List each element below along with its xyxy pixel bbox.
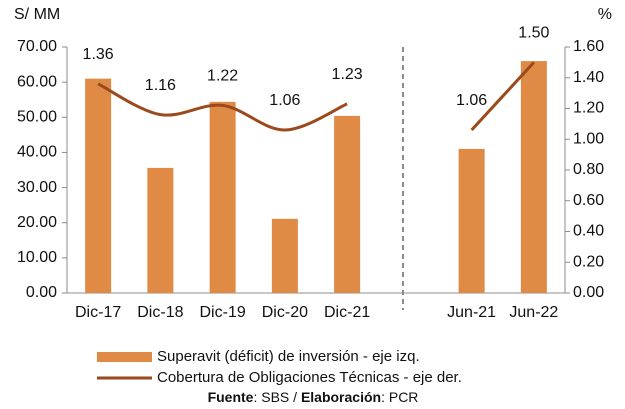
bar — [209, 101, 236, 293]
x-tick-label: Dic-18 — [137, 304, 183, 321]
y-tick-label: 0.00 — [26, 284, 57, 301]
bar — [85, 78, 112, 293]
y2-tick-label: 1.00 — [573, 130, 604, 147]
credit-label: Elaboración — [301, 389, 381, 405]
x-tick-label: Jun-21 — [447, 304, 496, 321]
y-tick-label: 40.00 — [17, 144, 57, 161]
source-note: Fuente: SBS / Elaboración: PCR — [208, 389, 419, 405]
source-label: Fuente — [208, 389, 254, 405]
y-tick-label: 70.00 — [17, 38, 57, 55]
y2-tick-label: 0.00 — [573, 284, 604, 301]
x-tick-label: Dic-19 — [200, 304, 246, 321]
data-label: 1.36 — [83, 46, 114, 63]
y2-tick-label: 1.20 — [573, 100, 604, 117]
x-tick-label: Dic-17 — [75, 304, 121, 321]
data-label: 1.16 — [145, 77, 176, 94]
line — [97, 82, 348, 132]
y2-tick-label: 1.40 — [573, 69, 604, 86]
y2-tick-label: 0.40 — [573, 223, 604, 240]
x-tick-label: Dic-21 — [324, 304, 370, 321]
y-axis-label: S/ MM — [14, 6, 60, 23]
y2-tick-label: 0.60 — [573, 192, 604, 209]
data-label: 1.22 — [207, 68, 238, 85]
data-label: 1.06 — [269, 92, 300, 109]
bar — [147, 167, 174, 293]
source-text: : SBS / — [253, 389, 300, 405]
x-tick-label: Dic-20 — [262, 304, 308, 321]
y-tick-label: 20.00 — [17, 214, 57, 231]
y-tick-label: 50.00 — [17, 109, 57, 126]
data-label: 1.23 — [332, 66, 363, 83]
data-label: 1.50 — [518, 25, 549, 42]
legend-label: Cobertura de Obligaciones Técnicas - eje… — [157, 369, 462, 386]
x-tick-label: Jun-22 — [509, 304, 558, 321]
y2-axis-label: % — [598, 6, 612, 23]
y-tick-label: 60.00 — [17, 73, 57, 90]
y-tick-label: 30.00 — [17, 179, 57, 196]
legend-label: Superavit (déficit) de inversión - eje i… — [157, 348, 420, 365]
y2-tick-label: 0.80 — [573, 161, 604, 178]
y2-tick-label: 1.60 — [573, 38, 604, 55]
legend-swatch — [97, 352, 152, 362]
bar — [271, 218, 298, 293]
bar — [334, 115, 361, 293]
y-tick-label: 10.00 — [17, 249, 57, 266]
line — [470, 61, 535, 132]
credit-text: : PCR — [381, 389, 418, 405]
bar — [458, 148, 485, 293]
y2-tick-label: 0.20 — [573, 253, 604, 270]
bar — [520, 61, 547, 293]
data-label: 1.06 — [456, 92, 487, 109]
